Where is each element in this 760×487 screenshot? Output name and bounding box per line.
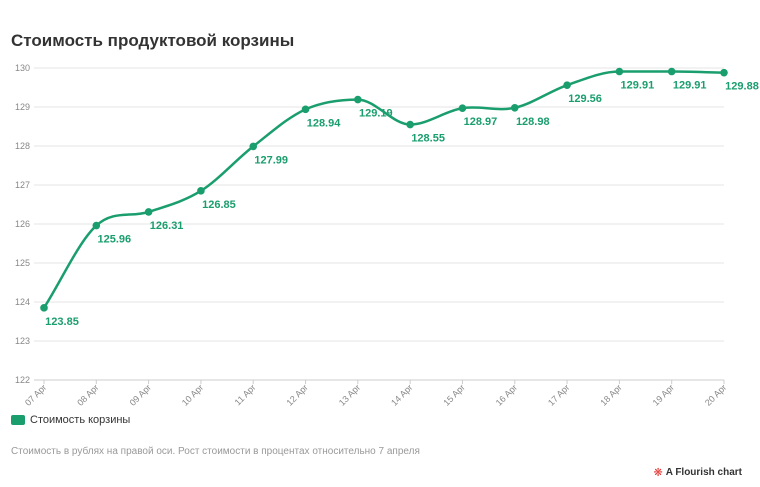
x-tick-label: 09 Apr bbox=[128, 382, 153, 407]
data-point[interactable] bbox=[144, 208, 153, 216]
x-tick-label: 13 Apr bbox=[337, 382, 362, 407]
data-label: 129.88 bbox=[725, 81, 759, 93]
data-label: 128.97 bbox=[464, 116, 498, 128]
data-point[interactable] bbox=[615, 67, 624, 76]
data-point[interactable] bbox=[354, 95, 362, 104]
data-label: 126.31 bbox=[150, 220, 184, 232]
data-label: 127.99 bbox=[254, 154, 288, 166]
legend-label: Стоимость корзины bbox=[30, 414, 131, 426]
data-labels-layer: 123.85 125.96 126.31 126.85 127.99 128.94 129.… bbox=[45, 80, 759, 328]
flourish-credit-link[interactable]: ❋ A Flourish chart bbox=[653, 466, 742, 479]
data-label: 123.85 bbox=[45, 316, 79, 328]
data-point[interactable] bbox=[458, 104, 467, 112]
x-tick-label: 17 Apr bbox=[546, 382, 571, 407]
data-label: 128.55 bbox=[411, 133, 445, 145]
y-tick-label: 123 bbox=[15, 336, 30, 346]
y-tick-label: 125 bbox=[15, 258, 30, 268]
y-tick-label: 130 bbox=[15, 63, 30, 73]
data-label: 125.96 bbox=[97, 234, 131, 246]
data-point[interactable] bbox=[40, 304, 48, 312]
data-point[interactable] bbox=[720, 68, 728, 77]
data-point[interactable] bbox=[249, 142, 258, 151]
legend-swatch bbox=[11, 415, 25, 425]
data-point[interactable] bbox=[301, 105, 310, 114]
data-label: 128.94 bbox=[307, 117, 342, 129]
series-points-layer bbox=[40, 67, 728, 312]
grid-layer bbox=[34, 67, 724, 381]
y-tick-label: 122 bbox=[15, 375, 30, 385]
y-tick-label: 124 bbox=[15, 297, 30, 307]
data-label: 126.85 bbox=[202, 199, 236, 211]
flourish-logo-icon: ❋ bbox=[653, 467, 663, 479]
data-point[interactable] bbox=[197, 187, 205, 195]
data-label: 129.91 bbox=[673, 80, 707, 92]
x-tick-label: 20 Apr bbox=[703, 382, 728, 407]
x-tick-label: 14 Apr bbox=[389, 382, 414, 407]
data-label: 129.91 bbox=[621, 80, 655, 92]
chart-title: Стоимость продуктовой корзины bbox=[11, 31, 295, 50]
data-point[interactable] bbox=[563, 81, 571, 89]
data-label: 128.98 bbox=[516, 116, 550, 128]
x-tick-label: 15 Apr bbox=[441, 382, 466, 407]
x-axis: 07 Apr 08 Apr 09 Apr 10 Apr 11 Apr 12 Apr 13 A… bbox=[23, 380, 728, 408]
chart-note: Стоимость в рублях на правой оси. Рост с… bbox=[11, 446, 420, 457]
y-axis: 122 123 124 125 126 127 128 129 130 bbox=[15, 63, 30, 385]
x-tick-label: 07 Apr bbox=[23, 382, 48, 407]
x-tick-label: 16 Apr bbox=[494, 382, 519, 407]
y-tick-label: 126 bbox=[15, 219, 30, 229]
data-label: 129.19 bbox=[359, 108, 393, 120]
x-tick-label: 11 Apr bbox=[233, 382, 258, 407]
x-tick-label: 18 Apr bbox=[598, 382, 623, 407]
data-label: 129.56 bbox=[568, 93, 602, 105]
y-tick-label: 127 bbox=[15, 180, 30, 190]
data-point[interactable] bbox=[667, 67, 676, 76]
x-tick-label: 08 Apr bbox=[75, 382, 100, 407]
x-tick-label: 12 Apr bbox=[284, 382, 309, 407]
y-tick-label: 129 bbox=[15, 102, 30, 112]
legend[interactable]: Стоимость корзины bbox=[11, 414, 130, 426]
data-point[interactable] bbox=[510, 103, 519, 112]
y-tick-label: 128 bbox=[15, 141, 30, 151]
x-tick-label: 10 Apr bbox=[180, 382, 205, 407]
data-point[interactable] bbox=[92, 221, 101, 230]
x-tick-label: 19 Apr bbox=[651, 382, 676, 407]
data-point[interactable] bbox=[406, 120, 414, 129]
credit-text: A Flourish chart bbox=[665, 467, 742, 478]
